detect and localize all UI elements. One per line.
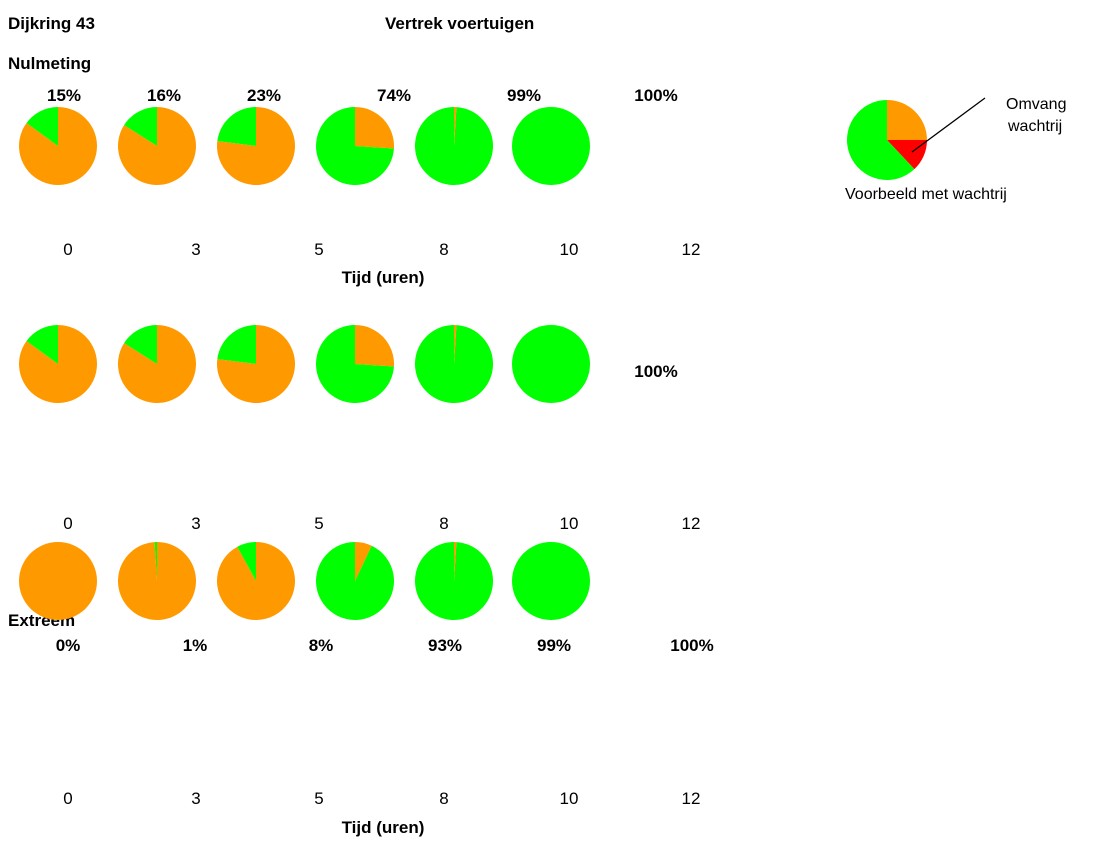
pie-slice-departed bbox=[415, 107, 494, 185]
x-tick-label: 10 bbox=[559, 514, 579, 533]
legend-annotation-line1: Omvang bbox=[1006, 96, 1067, 113]
pie-slice-departed bbox=[316, 107, 394, 186]
x-tick-label: 12 bbox=[681, 514, 701, 533]
pie-slice-departed bbox=[217, 107, 256, 146]
pie-slice-remaining bbox=[454, 542, 457, 581]
pie-slice-remaining bbox=[454, 325, 457, 364]
x-tick-label: 0 bbox=[63, 240, 73, 259]
x-tick-label: 0 bbox=[63, 514, 73, 533]
pie-slice-remaining bbox=[355, 107, 394, 149]
pct-label: 100% bbox=[670, 636, 714, 655]
pie-slice-departed bbox=[512, 107, 590, 185]
pct-label: 100% bbox=[634, 86, 678, 105]
pie-slice-remaining bbox=[217, 325, 296, 403]
x-tick-label: 12 bbox=[681, 789, 701, 808]
pie-slice-remaining bbox=[117, 107, 196, 186]
pct-label: 23% bbox=[246, 86, 282, 105]
legend-annotation-line2: wachtrij bbox=[1008, 118, 1063, 135]
pie-slice-departed bbox=[237, 542, 256, 581]
pct-label: 99% bbox=[536, 636, 572, 655]
pie-slice-departed bbox=[26, 325, 58, 364]
pie-slice-departed bbox=[415, 542, 494, 620]
pie-slice-departed bbox=[316, 325, 394, 404]
pie-slice-departed bbox=[26, 107, 58, 146]
x-tick-label: 10 bbox=[559, 240, 579, 259]
x-tick-label: 8 bbox=[439, 789, 449, 808]
pie-slice-remaining bbox=[117, 325, 196, 404]
pie-slice-remaining bbox=[355, 325, 394, 367]
x-axis-title: Tijd (uren) bbox=[341, 818, 425, 837]
legend-caption: Voorbeeld met wachtrij bbox=[845, 186, 1007, 203]
x-tick-label: 5 bbox=[314, 789, 324, 808]
pie-slice-departed bbox=[154, 542, 157, 581]
pie-slice-departed bbox=[512, 325, 590, 403]
pct-label: 99% bbox=[506, 86, 542, 105]
x-tick-label: 3 bbox=[191, 514, 201, 533]
pie-slice-remaining bbox=[117, 542, 196, 620]
x-tick-label: 10 bbox=[559, 789, 579, 808]
pie-slice-remaining bbox=[454, 107, 457, 146]
x-tick-label: 5 bbox=[314, 240, 324, 259]
pie-slice-remaining bbox=[18, 107, 98, 185]
pct-label: 8% bbox=[308, 636, 334, 655]
pie-slice-departed bbox=[414, 325, 493, 403]
pie-slice-departed bbox=[217, 324, 256, 364]
pct-label: 100% bbox=[634, 362, 678, 381]
pct-label: 93% bbox=[427, 636, 463, 655]
x-axis-title: Tijd (uren) bbox=[341, 268, 425, 287]
chart-title: Vertrek voertuigen bbox=[385, 14, 535, 33]
pie-slice-remaining bbox=[217, 107, 295, 186]
pct-label: 0% bbox=[55, 636, 81, 655]
pie-slice-remaining bbox=[355, 542, 372, 581]
pct-label: 1% bbox=[182, 636, 208, 655]
pie-slice-remaining bbox=[19, 325, 98, 403]
legend-pie-slice-departed bbox=[847, 100, 915, 180]
x-tick-label: 3 bbox=[191, 240, 201, 259]
page-title: Dijkring 43 bbox=[8, 14, 95, 33]
pct-label: 74% bbox=[376, 86, 412, 105]
pie-slice-remaining bbox=[19, 542, 97, 620]
pie-slice-departed bbox=[124, 325, 157, 364]
pie-slice-departed bbox=[512, 542, 590, 620]
pie-slice-departed bbox=[124, 107, 157, 146]
pct-label: 15% bbox=[46, 86, 82, 105]
x-tick-label: 12 bbox=[681, 240, 701, 259]
pct-label: 16% bbox=[146, 86, 182, 105]
legend-pie-slice-remaining bbox=[887, 100, 927, 140]
legend-pointer-line bbox=[911, 97, 986, 153]
x-tick-label: 3 bbox=[191, 789, 201, 808]
scenario-label-1: Nulmeting bbox=[8, 54, 92, 73]
x-tick-label: 0 bbox=[63, 789, 73, 808]
x-tick-label: 8 bbox=[439, 514, 449, 533]
x-tick-label: 5 bbox=[314, 514, 324, 533]
pie-slice-remaining bbox=[217, 542, 295, 620]
legend-pie-slice-queue bbox=[887, 140, 927, 170]
x-tick-label: 8 bbox=[439, 240, 449, 259]
